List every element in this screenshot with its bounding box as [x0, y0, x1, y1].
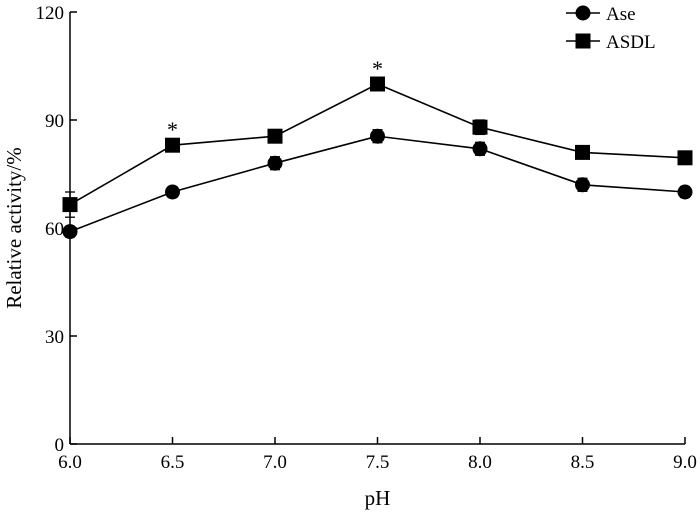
- axes: 0 30 60 90 120 6.0 6.5 7.0 7.5 8.0 8.5 9.0 pH Relativ…: [2, 3, 697, 510]
- data-point: [370, 128, 385, 144]
- x-tick-label: 6.5: [161, 452, 185, 473]
- data-point: [165, 137, 180, 153]
- x-tick-label: 7.5: [366, 452, 390, 473]
- legend-marker-asdl: [575, 33, 591, 49]
- x-axis-title: pH: [365, 486, 391, 510]
- series-ase: [62, 128, 693, 240]
- data-point: [370, 76, 385, 92]
- data-point: [677, 150, 693, 166]
- y-tick-label: 30: [45, 327, 64, 348]
- annotations: **: [167, 56, 383, 142]
- data-point: [165, 184, 180, 200]
- legend-label: ASDL: [606, 32, 656, 53]
- legend-label: Ase: [606, 4, 636, 25]
- series-layer: [62, 76, 693, 240]
- data-point: [575, 144, 590, 160]
- legend-marker-ase: [575, 5, 591, 21]
- x-tick-label: 6.0: [58, 452, 82, 473]
- data-point: [472, 141, 488, 157]
- x-tick-label: 8.5: [571, 452, 595, 473]
- data-point: [267, 155, 283, 171]
- x-tick-label: 9.0: [673, 452, 697, 473]
- significance-star: *: [167, 117, 178, 142]
- series-asdl: [62, 76, 693, 218]
- x-tick-label: 8.0: [468, 452, 492, 473]
- legend: Ase ASDL: [566, 4, 656, 53]
- y-tick-label: 0: [55, 435, 65, 456]
- y-axis-title: Relative activity/%: [2, 147, 26, 309]
- significance-star: *: [372, 56, 383, 81]
- data-point: [575, 177, 590, 193]
- data-point: [472, 119, 488, 135]
- data-point: [62, 197, 78, 213]
- series-line: [69, 83, 686, 206]
- data-point: [62, 224, 78, 240]
- y-tick-label: 90: [45, 111, 64, 132]
- data-point: [677, 184, 693, 200]
- data-point: [267, 128, 283, 144]
- y-tick-label: 60: [45, 219, 64, 240]
- y-tick-label: 120: [36, 3, 65, 24]
- x-tick-label: 7.0: [263, 452, 287, 473]
